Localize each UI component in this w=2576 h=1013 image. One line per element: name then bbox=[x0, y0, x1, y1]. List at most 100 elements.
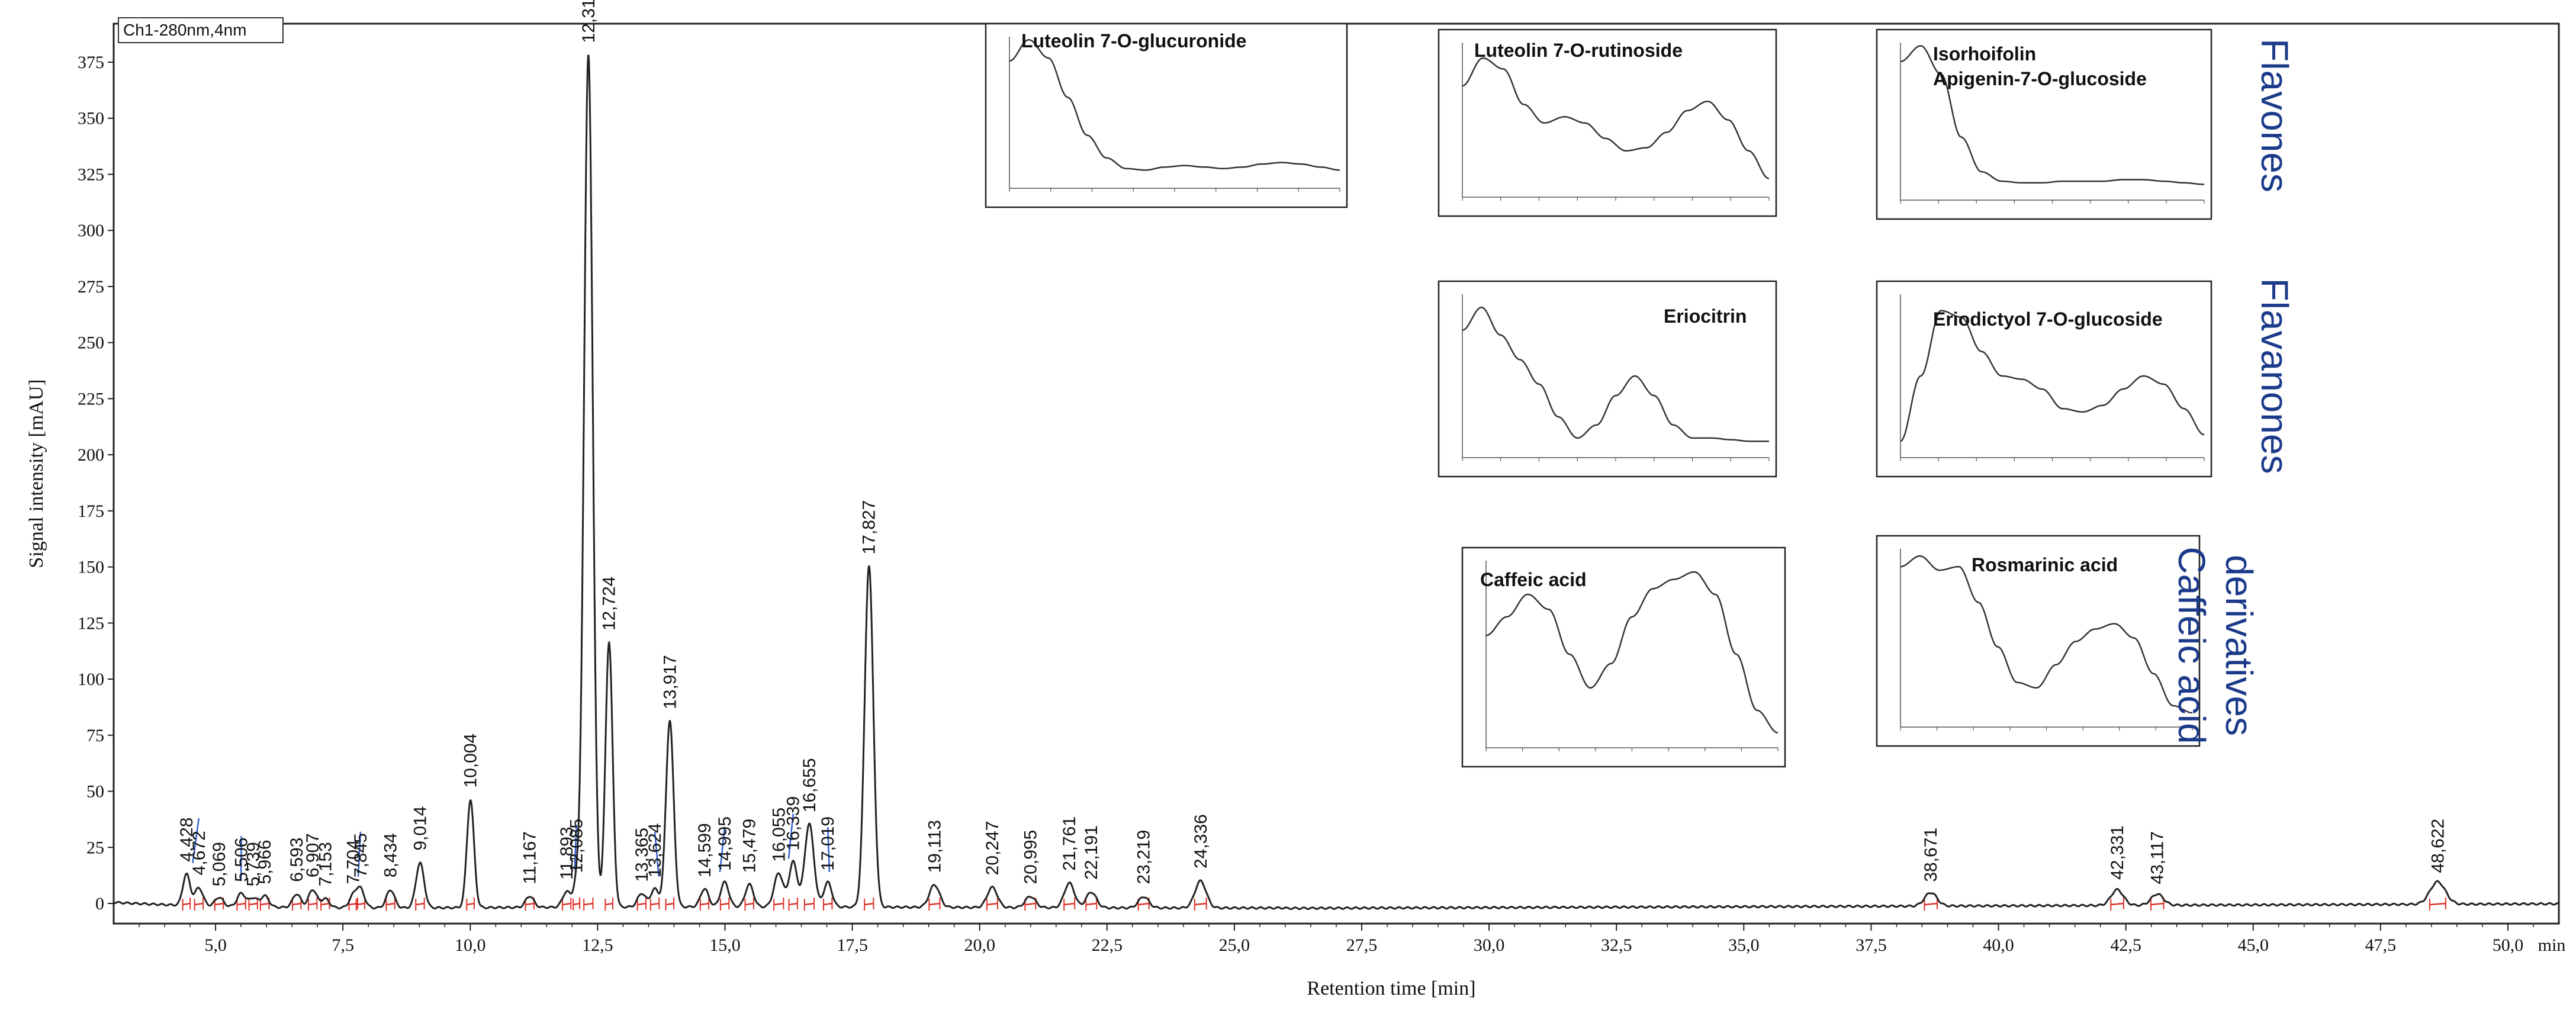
y-tick-label: 225 bbox=[78, 389, 104, 409]
peak-baseline bbox=[700, 902, 709, 906]
x-axis-title: Retention time [min] bbox=[1307, 977, 1475, 999]
peak-baseline bbox=[237, 902, 246, 906]
channel-label-box: Ch1-280nm,4nm bbox=[118, 17, 284, 43]
peak-label: 12,085 bbox=[567, 819, 587, 873]
peak-baseline bbox=[823, 902, 832, 906]
peak-label: 11,893 bbox=[557, 827, 577, 880]
peak-baseline bbox=[986, 902, 998, 906]
peak-label: 16,339 bbox=[784, 796, 803, 851]
inset-spectrum-curve bbox=[1009, 38, 1340, 171]
peak-baseline bbox=[1924, 902, 1938, 906]
peak-baseline bbox=[525, 902, 535, 906]
peak-baseline bbox=[308, 902, 317, 906]
peak-label: 5,069 bbox=[210, 842, 229, 886]
peak-label: 13,624 bbox=[645, 823, 665, 877]
inset-frame bbox=[1461, 546, 1786, 768]
peak-label: 16,655 bbox=[800, 758, 819, 812]
peak-baseline bbox=[182, 902, 191, 906]
peak-baseline bbox=[292, 902, 301, 906]
class-label-flavanones: Flavanones bbox=[2253, 278, 2296, 474]
peak-label: 24,336 bbox=[1191, 814, 1211, 869]
peak-baseline bbox=[1138, 902, 1149, 906]
x-tick-label: 40,0 bbox=[1983, 935, 2014, 955]
y-tick-label: 0 bbox=[95, 894, 104, 914]
peak-label: 11,167 bbox=[520, 831, 540, 885]
peak-baseline bbox=[1086, 902, 1097, 906]
peak-baseline bbox=[2429, 902, 2446, 906]
peak-baseline bbox=[573, 902, 580, 906]
peak-label: 14,599 bbox=[695, 823, 715, 877]
peak-label: 19,113 bbox=[925, 820, 944, 873]
peak-label: 21,761 bbox=[1060, 816, 1079, 871]
x-tick-label: 7,5 bbox=[332, 935, 354, 955]
x-tick-label: 25,0 bbox=[1219, 935, 1250, 955]
uv-spectra-insets: Luteolin 7-O-glucuronide Luteolin 7-O-rut… bbox=[985, 22, 2212, 768]
inset-compound-name: Caffeic acid bbox=[1480, 569, 1587, 590]
peak-baseline bbox=[637, 902, 647, 906]
class-label-derivatives: derivatives bbox=[2218, 555, 2260, 736]
x-unit-label: min bbox=[2538, 935, 2566, 955]
peak-baseline bbox=[320, 902, 330, 906]
label-connector bbox=[240, 836, 242, 882]
y-tick-label: 300 bbox=[78, 221, 104, 240]
label-connector bbox=[654, 831, 660, 877]
peak-baseline bbox=[605, 902, 613, 906]
peak-baseline bbox=[562, 902, 571, 906]
x-tick-label: 42,5 bbox=[2110, 935, 2141, 955]
inset-frame bbox=[1876, 28, 2212, 220]
x-tick-label: 45,0 bbox=[2238, 935, 2269, 955]
peak-baseline bbox=[386, 902, 395, 906]
peak-baseline bbox=[745, 902, 754, 906]
peak-label: 7,704 bbox=[344, 840, 364, 884]
peak-label: 16,055 bbox=[769, 808, 789, 862]
peak-label: 14,995 bbox=[715, 816, 735, 871]
y-axis: 0 25 50 75 100 125 150 175 200 225 250 275 300 325 350… bbox=[78, 53, 114, 914]
uv-spectrum-inset: Caffeic acid bbox=[1461, 546, 1786, 768]
y-tick-label: 375 bbox=[78, 53, 104, 72]
peak-label: 4,672 bbox=[189, 831, 209, 875]
inset-frame bbox=[1437, 28, 1777, 217]
x-tick-label: 47,5 bbox=[2365, 935, 2397, 955]
y-tick-label: 350 bbox=[78, 109, 104, 128]
inset-compound-name: Luteolin 7-O-glucuronide bbox=[1021, 30, 1246, 52]
uv-spectrum-inset: Luteolin 7-O-rutinoside bbox=[1437, 28, 1777, 217]
peak-label: 15,479 bbox=[740, 819, 760, 873]
peak-label: 43,117 bbox=[2148, 831, 2167, 885]
peak-baseline bbox=[804, 902, 815, 906]
peak-baseline bbox=[720, 902, 729, 906]
inset-spectrum-curve bbox=[1900, 555, 2193, 714]
inset-compound-name: Luteolin 7-O-rutinoside bbox=[1474, 40, 1683, 61]
peak-baseline bbox=[2150, 902, 2164, 906]
inset-frame bbox=[1437, 280, 1777, 478]
inset-spectrum-curve bbox=[1900, 45, 2204, 185]
x-tick-label: 12,5 bbox=[582, 935, 613, 955]
peak-baseline bbox=[260, 902, 269, 906]
peak-baseline bbox=[356, 902, 365, 906]
peak-baseline bbox=[1025, 902, 1036, 906]
inset-frame bbox=[1876, 280, 2212, 478]
peak-label: 6,593 bbox=[287, 838, 307, 882]
uv-spectrum-inset: Eriocitrin bbox=[1437, 280, 1777, 478]
chromatogram-trace bbox=[113, 54, 2559, 911]
peak-label: 8,434 bbox=[381, 833, 401, 877]
peak-label: 17,827 bbox=[860, 500, 879, 555]
x-tick-label: 15,0 bbox=[709, 935, 741, 955]
peak-label: 48,622 bbox=[2428, 819, 2448, 873]
peak-label: 12,724 bbox=[600, 577, 619, 631]
peak-baseline bbox=[584, 902, 593, 906]
peak-label: 5,739 bbox=[244, 842, 263, 886]
class-label-caffeic-acid: Caffeic acid bbox=[2170, 546, 2213, 744]
y-tick-label: 250 bbox=[78, 333, 104, 353]
peak-baseline bbox=[249, 902, 258, 906]
peak-label: 20,247 bbox=[983, 821, 1002, 876]
peak-baseline bbox=[2111, 902, 2124, 906]
peak-baseline bbox=[416, 902, 424, 906]
peak-label: 23,219 bbox=[1134, 830, 1154, 885]
x-tick-label: 5,0 bbox=[204, 935, 227, 955]
peak-label: 7,153 bbox=[316, 842, 335, 886]
class-label-flavones: Flavones bbox=[2253, 38, 2296, 192]
x-tick-label: 20,0 bbox=[964, 935, 995, 955]
uv-spectrum-inset: Luteolin 7-O-glucuronide bbox=[985, 22, 1348, 208]
x-axis: 5,0 7,5 10,0 12,5 15,0 17,5 20,0 22,5 25,0 27,5 30… bbox=[139, 924, 2534, 955]
